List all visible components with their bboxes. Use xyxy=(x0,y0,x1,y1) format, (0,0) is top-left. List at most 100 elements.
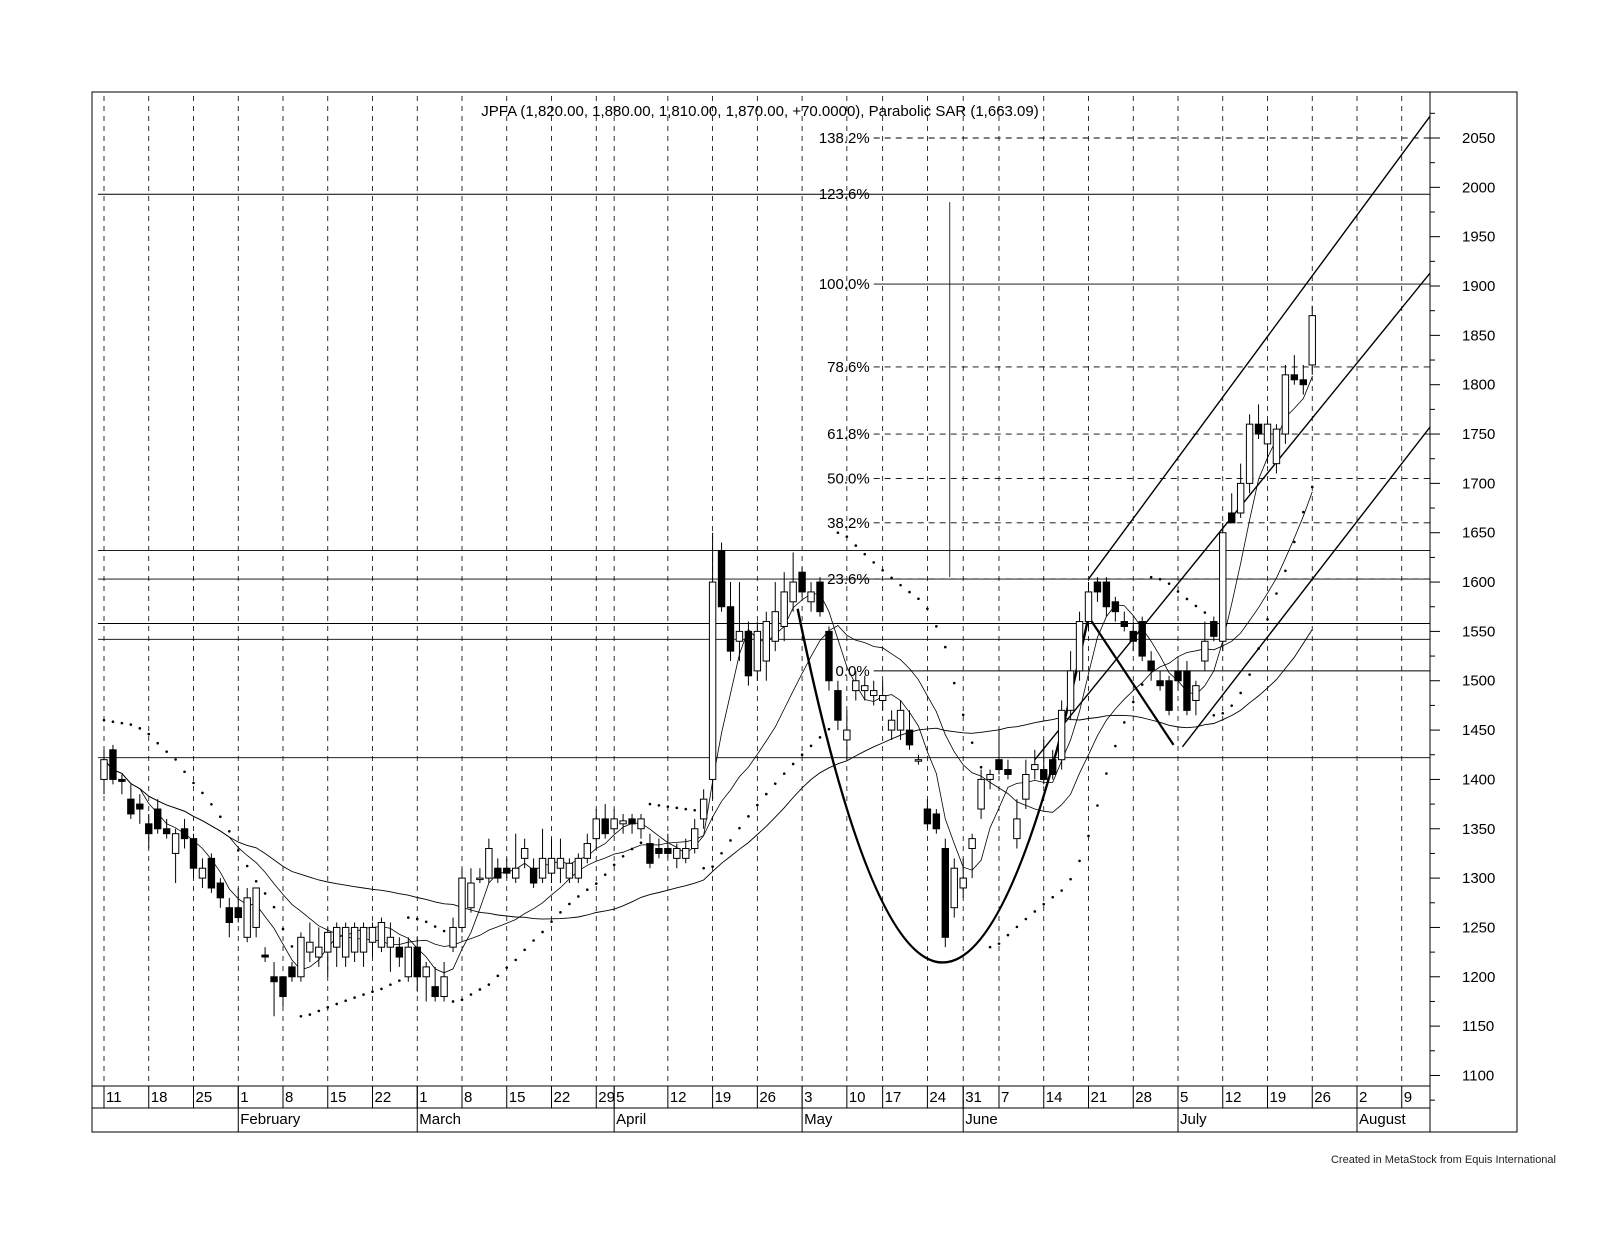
sar-dot xyxy=(890,576,893,580)
candle-body xyxy=(1066,670,1075,711)
sar-dot xyxy=(738,826,741,830)
candle-body xyxy=(1183,670,1191,711)
candle-body xyxy=(574,857,583,879)
price-tick-label: 1950 xyxy=(1462,229,1495,246)
sar-dot xyxy=(720,851,723,855)
price-tick-label: 1800 xyxy=(1462,377,1495,394)
sar-dot xyxy=(836,531,840,535)
candle-body xyxy=(941,847,949,938)
sar-dot xyxy=(586,888,589,891)
fib-label: 23.6% xyxy=(827,571,870,588)
price-tick-label: 1250 xyxy=(1462,919,1495,936)
fib-label: 100.0% xyxy=(819,276,870,293)
candle-body xyxy=(538,857,547,879)
candle-body xyxy=(1040,769,1048,780)
candle-body xyxy=(1147,660,1155,672)
candle-body xyxy=(1245,423,1254,484)
sar-dot xyxy=(335,1002,339,1006)
date-tick-label: 18 xyxy=(151,1089,168,1106)
candle-body xyxy=(225,907,234,924)
candle-body xyxy=(995,759,1003,771)
candle-body xyxy=(1093,581,1102,593)
sar-dot xyxy=(353,996,356,999)
candle-body xyxy=(1254,423,1263,435)
candle-body xyxy=(270,976,278,983)
date-tick-label: 10 xyxy=(849,1089,866,1106)
price-tick-label: 1850 xyxy=(1462,327,1495,344)
date-tick-label: 29 xyxy=(598,1089,615,1106)
candle-body xyxy=(870,690,878,697)
candle-body xyxy=(127,798,135,815)
sar-dot xyxy=(559,911,562,914)
date-tick-label: 15 xyxy=(330,1089,347,1106)
sar-dot xyxy=(1042,902,1046,906)
sar-dot xyxy=(254,879,258,883)
candle-body xyxy=(1075,621,1084,672)
sar-dot xyxy=(845,535,849,538)
candle-body xyxy=(547,857,556,874)
candle-body xyxy=(673,847,681,859)
sar-dot xyxy=(272,905,276,909)
date-tick-label: 11 xyxy=(106,1089,122,1106)
price-tick-label: 1350 xyxy=(1462,821,1495,838)
candle-body xyxy=(807,591,815,603)
sar-dot xyxy=(908,590,911,594)
candle-body xyxy=(691,828,699,849)
sar-dot xyxy=(263,892,267,895)
sar-dot xyxy=(648,802,652,806)
candle-body xyxy=(1308,315,1316,366)
candle-body xyxy=(762,621,770,662)
sar-dot xyxy=(371,990,374,993)
month-label: July xyxy=(1180,1111,1207,1128)
candle-body xyxy=(735,630,744,642)
fib-label: 78.6% xyxy=(827,359,870,376)
candle-body xyxy=(1156,680,1164,687)
price-tick-label: 1150 xyxy=(1462,1018,1494,1035)
sar-dot xyxy=(899,583,902,587)
sar-dot xyxy=(711,865,714,868)
candle-body xyxy=(816,581,824,613)
sar-dot xyxy=(1212,713,1216,717)
sar-dot xyxy=(997,942,1001,945)
sar-dot xyxy=(639,841,643,844)
sar-dot xyxy=(782,772,786,775)
candle-body xyxy=(1138,621,1146,657)
candle-body xyxy=(333,926,341,948)
candle-body xyxy=(1263,423,1272,445)
sar-dot xyxy=(245,864,249,868)
price-tick-label: 1300 xyxy=(1462,870,1495,887)
sar-dot xyxy=(120,721,124,725)
candle-body xyxy=(637,818,645,830)
sar-dot xyxy=(1284,569,1287,573)
candle-body xyxy=(1228,512,1236,524)
date-tick-label: 7 xyxy=(1001,1089,1009,1106)
sar-dot xyxy=(568,902,571,906)
candle-body xyxy=(413,946,421,978)
candle-body xyxy=(1031,764,1039,771)
date-tick-label: 19 xyxy=(1270,1089,1287,1106)
candle-body xyxy=(843,729,851,741)
sar-dot xyxy=(854,544,858,547)
sar-dot xyxy=(487,983,491,986)
month-label: March xyxy=(419,1111,461,1128)
sar-dot xyxy=(469,993,473,996)
candle-body xyxy=(1299,379,1307,386)
date-tick-label: 5 xyxy=(1180,1089,1188,1106)
candle-body xyxy=(359,926,368,953)
date-tick-label: 5 xyxy=(616,1089,624,1106)
candle-body xyxy=(825,630,833,682)
candle-body xyxy=(664,847,672,854)
sar-dot xyxy=(809,744,813,748)
sar-dot xyxy=(1203,611,1207,614)
candle-body xyxy=(440,976,448,998)
candle-body xyxy=(753,630,762,672)
candle-body xyxy=(1120,621,1128,627)
price-tick-label: 1550 xyxy=(1462,623,1495,640)
parabolic-sar xyxy=(102,485,1314,1018)
date-tick-label: 19 xyxy=(715,1089,732,1106)
candle-body xyxy=(1201,640,1209,662)
candle-body xyxy=(341,926,350,958)
moving-averages xyxy=(103,376,1313,974)
month-label: August xyxy=(1359,1111,1407,1128)
sar-dot xyxy=(424,920,428,924)
